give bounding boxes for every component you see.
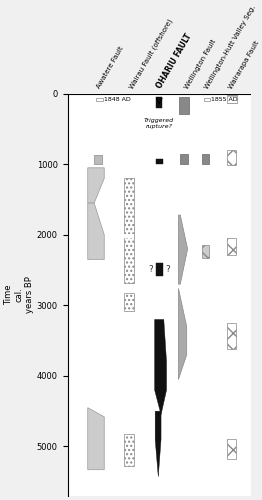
Polygon shape	[88, 168, 104, 203]
Bar	[227, 238, 236, 254]
Polygon shape	[155, 320, 167, 414]
Bar	[227, 323, 236, 349]
Bar	[124, 292, 134, 311]
Text: 1848 AD: 1848 AD	[104, 97, 131, 102]
Text: OHARIU FAULT: OHARIU FAULT	[155, 32, 194, 90]
Text: Wellington-Hutt Valley Seg.: Wellington-Hutt Valley Seg.	[204, 4, 256, 89]
Text: ?: ?	[149, 265, 153, 274]
Text: 1855 AD: 1855 AD	[211, 97, 238, 102]
Bar	[156, 263, 163, 276]
Text: Wairau Fault (offshore): Wairau Fault (offshore)	[128, 18, 173, 90]
Text: Wellington Fault: Wellington Fault	[183, 38, 217, 90]
Text: Wairarapa Fault: Wairarapa Fault	[227, 40, 260, 90]
Bar	[156, 160, 163, 164]
Bar	[204, 98, 210, 102]
Text: Awatere Fault: Awatere Fault	[95, 46, 124, 90]
Bar	[124, 434, 134, 466]
Bar	[203, 154, 209, 164]
Bar	[124, 178, 134, 283]
Polygon shape	[155, 411, 161, 477]
Polygon shape	[178, 215, 188, 284]
Bar	[180, 154, 188, 164]
Bar	[227, 150, 236, 165]
Bar	[96, 98, 103, 102]
Y-axis label: Time
cal.
years BP: Time cal. years BP	[4, 276, 34, 313]
Bar	[203, 246, 209, 258]
Bar	[227, 94, 237, 103]
Text: Triggered
rupture?: Triggered rupture?	[144, 118, 174, 128]
Polygon shape	[178, 288, 187, 380]
Polygon shape	[88, 203, 104, 260]
Bar	[156, 96, 162, 108]
Bar	[94, 155, 102, 164]
Bar	[179, 97, 189, 114]
Bar	[124, 234, 134, 238]
Text: ?: ?	[166, 265, 170, 274]
Polygon shape	[88, 408, 104, 470]
Bar	[227, 440, 236, 459]
